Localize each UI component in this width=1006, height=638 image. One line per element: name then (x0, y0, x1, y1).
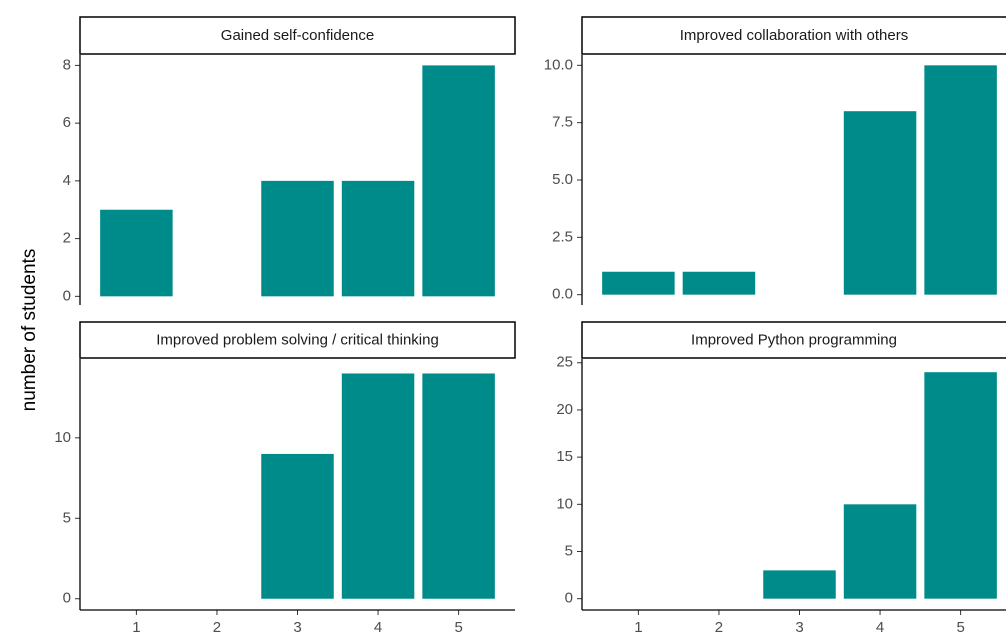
bar (261, 180, 334, 297)
y-tick-label: 10 (556, 495, 573, 512)
y-tick-label: 5.0 (552, 171, 573, 188)
facet-strip (79, 16, 516, 55)
bar (763, 570, 836, 599)
y-tick-label: 0 (63, 590, 71, 607)
y-axis-label: number of students (19, 249, 40, 412)
bar (341, 180, 415, 297)
y-tick-label: 15 (556, 448, 573, 465)
bar (261, 453, 334, 599)
facet-strip (79, 321, 516, 359)
bar (843, 111, 917, 295)
facet-strip (581, 321, 1006, 359)
x-tick-label: 1 (634, 619, 642, 636)
y-tick-label: 10.0 (544, 56, 573, 73)
y-tick-label: 8 (63, 56, 71, 73)
y-tick-label: 2 (63, 230, 71, 247)
bar (843, 504, 917, 599)
x-tick-label: 5 (956, 619, 964, 636)
bar (924, 65, 997, 295)
x-tick-label: 3 (293, 619, 301, 636)
x-tick-label: 3 (795, 619, 803, 636)
y-tick-label: 0.0 (552, 286, 573, 303)
y-tick-label: 5 (565, 542, 573, 559)
bar (682, 271, 756, 295)
facet-title: Improved problem solving / critical thin… (156, 331, 439, 348)
y-tick-label: 2.5 (552, 228, 573, 245)
y-tick-label: 0 (63, 287, 71, 304)
x-tick-label: 4 (374, 619, 382, 636)
y-tick-label: 25 (556, 354, 573, 371)
x-tick-label: 4 (876, 619, 884, 636)
bar (341, 373, 415, 599)
y-tick-label: 6 (63, 114, 71, 131)
y-tick-label: 7.5 (552, 114, 573, 131)
facet-title: Gained self-confidence (221, 27, 374, 44)
x-tick-label: 5 (454, 619, 462, 636)
bar (100, 209, 173, 297)
bar (602, 271, 675, 295)
facet-title: Improved Python programming (691, 331, 897, 348)
x-tick-label: 2 (715, 619, 723, 636)
y-tick-label: 0 (565, 590, 573, 607)
bar (924, 372, 997, 599)
y-tick-label: 5 (63, 509, 71, 526)
facet-strip (581, 16, 1006, 55)
x-tick-label: 2 (213, 619, 221, 636)
y-tick-label: 20 (556, 401, 573, 418)
bar (422, 373, 495, 599)
y-tick-label: 10 (54, 429, 71, 446)
x-tick-label: 1 (132, 619, 140, 636)
facet-title: Improved collaboration with others (680, 27, 908, 44)
y-tick-label: 4 (63, 172, 71, 189)
bar (422, 65, 495, 297)
